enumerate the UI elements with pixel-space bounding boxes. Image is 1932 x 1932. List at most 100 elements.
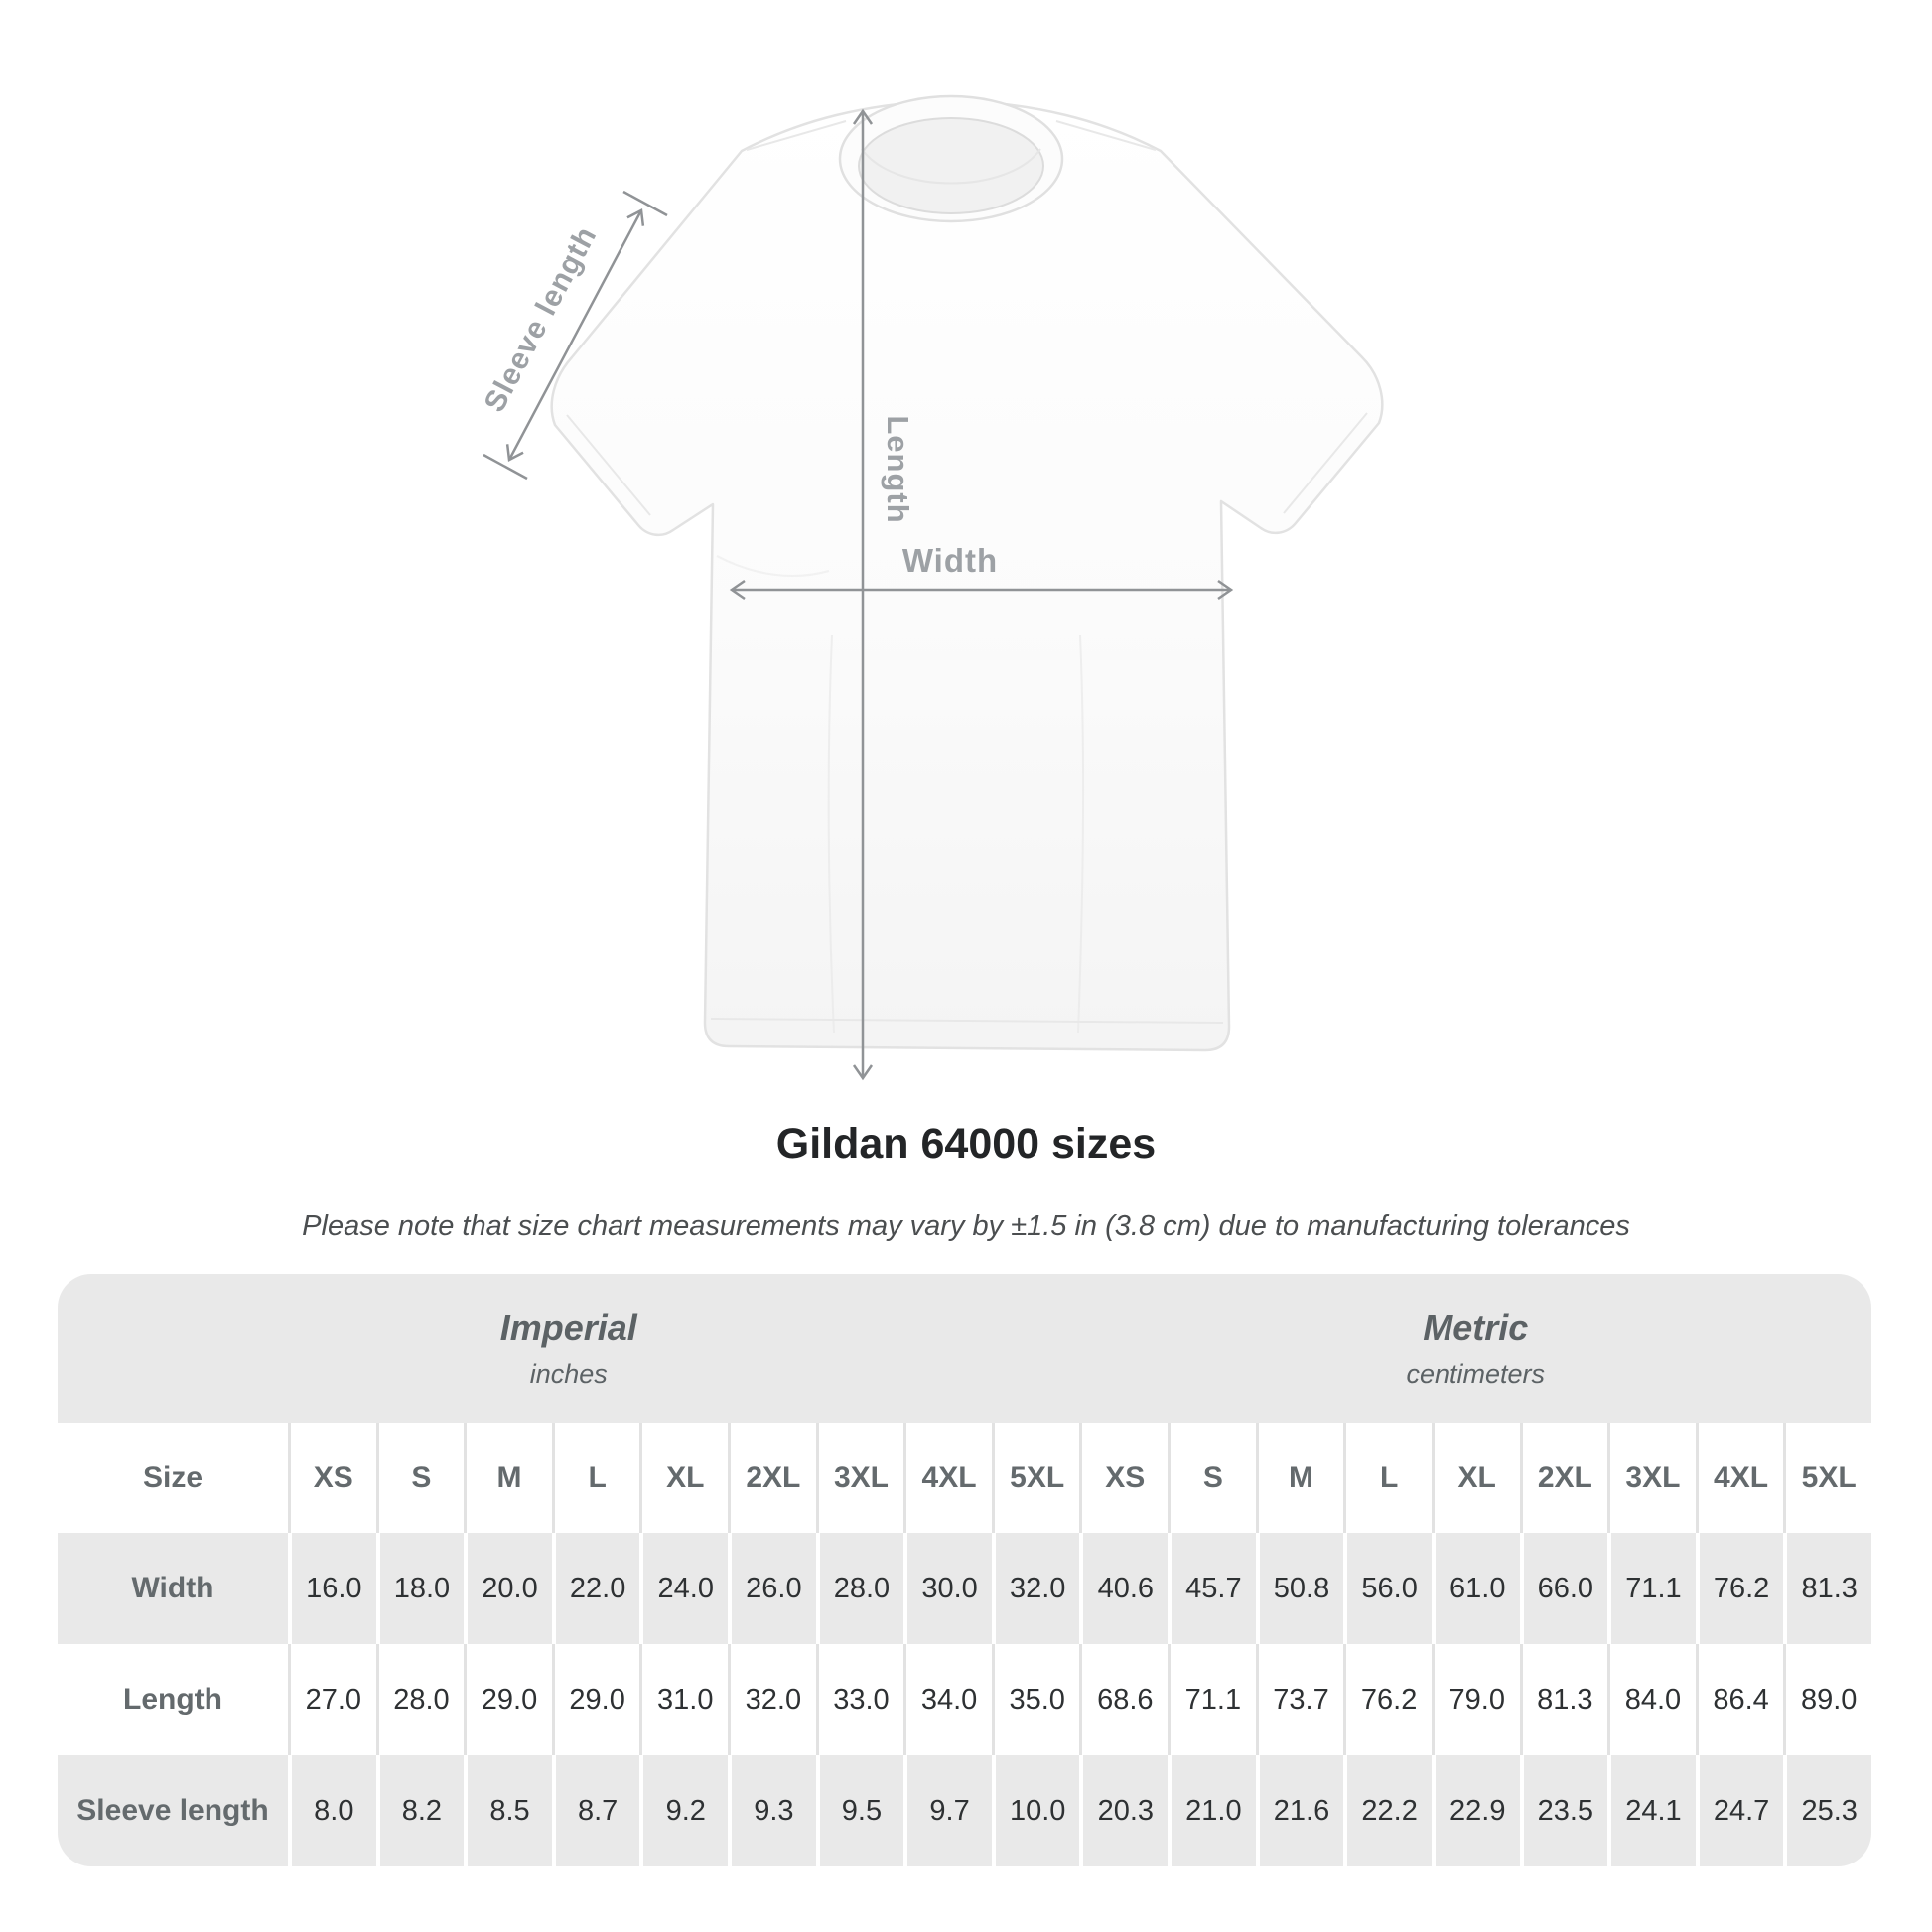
table-cell: 21.6 (1255, 1755, 1344, 1866)
size-column-header: XS (1079, 1423, 1168, 1533)
size-column-header: M (1255, 1423, 1344, 1533)
metric-unit-label: centimeters (1406, 1358, 1546, 1389)
size-column-header: XL (639, 1423, 728, 1533)
table-cell: 16.0 (288, 1533, 376, 1644)
table-cell: 24.7 (1695, 1755, 1784, 1866)
table-cell: 50.8 (1255, 1533, 1344, 1644)
table-cell: 81.3 (1783, 1533, 1871, 1644)
table-cell: 86.4 (1695, 1644, 1784, 1755)
table-cell: 68.6 (1079, 1644, 1169, 1755)
table-cell: 22.2 (1343, 1755, 1432, 1866)
page-title: Gildan 64000 sizes (775, 1120, 1157, 1168)
table-cell: 20.0 (464, 1533, 552, 1644)
table-cell: 9.2 (639, 1755, 729, 1866)
table-cell: 8.0 (288, 1755, 376, 1866)
table-cell: 40.6 (1079, 1533, 1169, 1644)
table-cell: 56.0 (1343, 1533, 1432, 1644)
sleeve-tick-top (622, 190, 668, 217)
table-cell: 33.0 (815, 1644, 904, 1755)
table-cell: 8.2 (375, 1755, 465, 1866)
row-label: Length (58, 1644, 288, 1755)
metric-label: Metric (1423, 1307, 1529, 1348)
size-table-body: Width 16.0 18.0 20.0 22.0 24.0 26.0 28.0 30.0 32.… (58, 1533, 1871, 1866)
table-cell: 22.9 (1431, 1755, 1520, 1866)
unit-group-header-row: Imperial inches Metric centimeters (58, 1274, 1871, 1423)
length-label: Length (881, 415, 915, 523)
size-corner-header: Size (142, 1460, 204, 1494)
table-cell: 18.0 (375, 1533, 465, 1644)
sleeve-length-arrow (505, 208, 645, 462)
table-cell: 27.0 (288, 1644, 376, 1755)
table-cell: 9.3 (728, 1755, 816, 1866)
row-label: Sleeve length (58, 1755, 288, 1866)
table-cell: 35.0 (991, 1644, 1080, 1755)
table-cell: 71.1 (1607, 1533, 1696, 1644)
table-row: Length 27.0 28.0 29.0 29.0 31.0 32.0 33.0 34.0 35… (58, 1644, 1871, 1755)
table-cell: 30.0 (903, 1533, 992, 1644)
table-cell: 81.3 (1519, 1644, 1608, 1755)
size-column-header: 5XL (991, 1423, 1080, 1533)
size-column-header: 2XL (728, 1423, 816, 1533)
table-cell: 34.0 (903, 1644, 992, 1755)
table-cell: 25.3 (1783, 1755, 1871, 1866)
sleeve-tick-bottom (483, 453, 528, 481)
heading: Gildan 64000 sizes Please note that size… (0, 1118, 1932, 1243)
table-cell: 61.0 (1431, 1533, 1520, 1644)
size-column-header: L (1343, 1423, 1432, 1533)
table-cell: 73.7 (1255, 1644, 1344, 1755)
table-cell: 66.0 (1519, 1533, 1608, 1644)
table-cell: 9.5 (815, 1755, 904, 1866)
table-row: Sleeve length 8.0 8.2 8.5 8.7 9.2 9.3 9.5 9.7 10.… (58, 1755, 1871, 1866)
table-row: Width 16.0 18.0 20.0 22.0 24.0 26.0 28.0 30.0 32.… (58, 1533, 1871, 1644)
table-cell: 76.2 (1695, 1533, 1784, 1644)
collar (838, 94, 1064, 223)
table-cell: 23.5 (1519, 1755, 1608, 1866)
tshirt-illustration (550, 94, 1384, 1052)
size-column-header: L (551, 1423, 640, 1533)
table-cell: 45.7 (1168, 1533, 1256, 1644)
size-column-header: 5XL (1783, 1423, 1871, 1533)
table-cell: 29.0 (551, 1644, 640, 1755)
table-cell: 9.7 (903, 1755, 992, 1866)
width-label: Width (902, 542, 998, 579)
table-cell: 32.0 (728, 1644, 816, 1755)
imperial-unit-label: inches (529, 1358, 608, 1389)
table-cell: 8.7 (551, 1755, 640, 1866)
size-column-header: 2XL (1519, 1423, 1608, 1533)
size-table: Imperial inches Metric centimeters Size … (58, 1274, 1871, 1866)
metric-group-header: Metric centimeters (1079, 1274, 1871, 1423)
table-cell: 29.0 (464, 1644, 552, 1755)
table-cell: 21.0 (1168, 1755, 1256, 1866)
size-column-header: XL (1431, 1423, 1520, 1533)
table-cell: 31.0 (639, 1644, 729, 1755)
table-cell: 24.1 (1607, 1755, 1696, 1866)
imperial-group-header: Imperial inches (58, 1274, 1080, 1423)
size-column-header: 4XL (903, 1423, 992, 1533)
table-cell: 32.0 (991, 1533, 1080, 1644)
size-column-header: M (464, 1423, 552, 1533)
size-column-header: XS (288, 1423, 376, 1533)
table-cell: 28.0 (375, 1644, 465, 1755)
row-label: Width (58, 1533, 288, 1644)
table-cell: 28.0 (815, 1533, 904, 1644)
table-cell: 22.0 (551, 1533, 640, 1644)
size-header-row: Size XS S M L XL 2XL 3XL 4XL 5XL XS S M L XL 2XL 3XL 4XL… (58, 1423, 1871, 1533)
table-cell: 76.2 (1343, 1644, 1432, 1755)
table-cell: 26.0 (728, 1533, 816, 1644)
tolerance-note: Please note that size chart measurements… (302, 1210, 1630, 1242)
size-column-header: 4XL (1695, 1423, 1784, 1533)
table-cell: 84.0 (1607, 1644, 1696, 1755)
table-cell: 20.3 (1079, 1755, 1169, 1866)
size-column-header: 3XL (815, 1423, 904, 1533)
table-cell: 71.1 (1168, 1644, 1256, 1755)
size-column-header: 3XL (1607, 1423, 1696, 1533)
table-cell: 89.0 (1783, 1644, 1871, 1755)
table-cell: 24.0 (639, 1533, 729, 1644)
size-column-header: S (1168, 1423, 1256, 1533)
imperial-label: Imperial (499, 1307, 637, 1348)
size-column-header: S (375, 1423, 465, 1533)
table-cell: 10.0 (991, 1755, 1080, 1866)
table-cell: 8.5 (464, 1755, 552, 1866)
